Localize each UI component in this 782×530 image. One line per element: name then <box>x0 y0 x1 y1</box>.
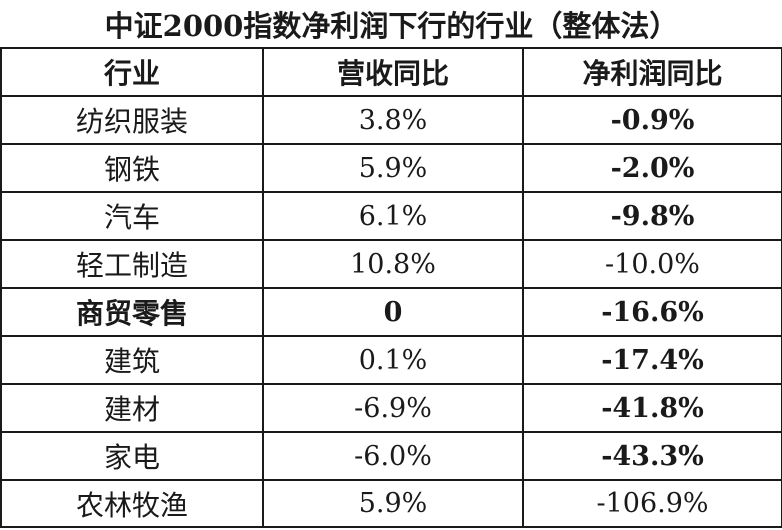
profit-cell: -16.6% <box>521 287 782 337</box>
revenue-cell: 5.9% <box>262 143 524 193</box>
table-title: 中证2000指数净利润下行的行业（整体法） <box>1 0 782 49</box>
table-row: 建材 -6.9% -41.8% <box>0 383 782 433</box>
profit-cell: -10.0% <box>521 239 782 289</box>
profit-cell: -43.3% <box>521 431 782 481</box>
industry-cell: 纺织服装 <box>0 95 264 145</box>
table-row: 钢铁 5.9% -2.0% <box>0 143 782 193</box>
header-revenue-yoy: 营收同比 <box>262 47 524 97</box>
industry-cell: 钢铁 <box>0 143 264 193</box>
revenue-cell: 0.1% <box>262 335 524 385</box>
profit-cell: -106.9% <box>521 479 782 528</box>
industry-cell: 农林牧渔 <box>0 479 264 528</box>
industry-cell: 汽车 <box>0 191 264 241</box>
revenue-cell: 10.8% <box>262 239 524 289</box>
profit-cell: -2.0% <box>521 143 782 193</box>
table-row: 纺织服装 3.8% -0.9% <box>0 95 782 145</box>
revenue-cell: 0 <box>262 287 524 337</box>
profit-cell: -17.4% <box>521 335 782 385</box>
table-row: 家电 -6.0% -43.3% <box>0 431 782 481</box>
profit-cell: -0.9% <box>521 95 782 145</box>
industry-cell: 商贸零售 <box>0 287 264 337</box>
profit-cell: -41.8% <box>521 383 782 433</box>
industry-cell: 建材 <box>0 383 264 433</box>
revenue-cell: -6.0% <box>262 431 524 481</box>
title-row: 中证2000指数净利润下行的行业（整体法） <box>1 0 782 49</box>
table-row: 建筑 0.1% -17.4% <box>0 335 782 385</box>
table-row: 农林牧渔 5.9% -106.9% <box>0 479 782 528</box>
industry-cell: 轻工制造 <box>0 239 264 289</box>
header-row: 行业 营收同比 净利润同比 <box>0 47 782 97</box>
header-profit-yoy: 净利润同比 <box>521 47 782 97</box>
table-row: 商贸零售 0 -16.6% <box>0 287 782 337</box>
header-industry: 行业 <box>0 47 264 97</box>
revenue-cell: 5.9% <box>262 479 524 528</box>
revenue-cell: -6.9% <box>262 383 524 433</box>
revenue-cell: 3.8% <box>262 95 524 145</box>
profit-cell: -9.8% <box>521 191 782 241</box>
revenue-cell: 6.1% <box>262 191 524 241</box>
table-row: 汽车 6.1% -9.8% <box>0 191 782 241</box>
industry-cell: 建筑 <box>0 335 264 385</box>
table-row: 轻工制造 10.8% -10.0% <box>0 239 782 289</box>
industry-cell: 家电 <box>0 431 264 481</box>
